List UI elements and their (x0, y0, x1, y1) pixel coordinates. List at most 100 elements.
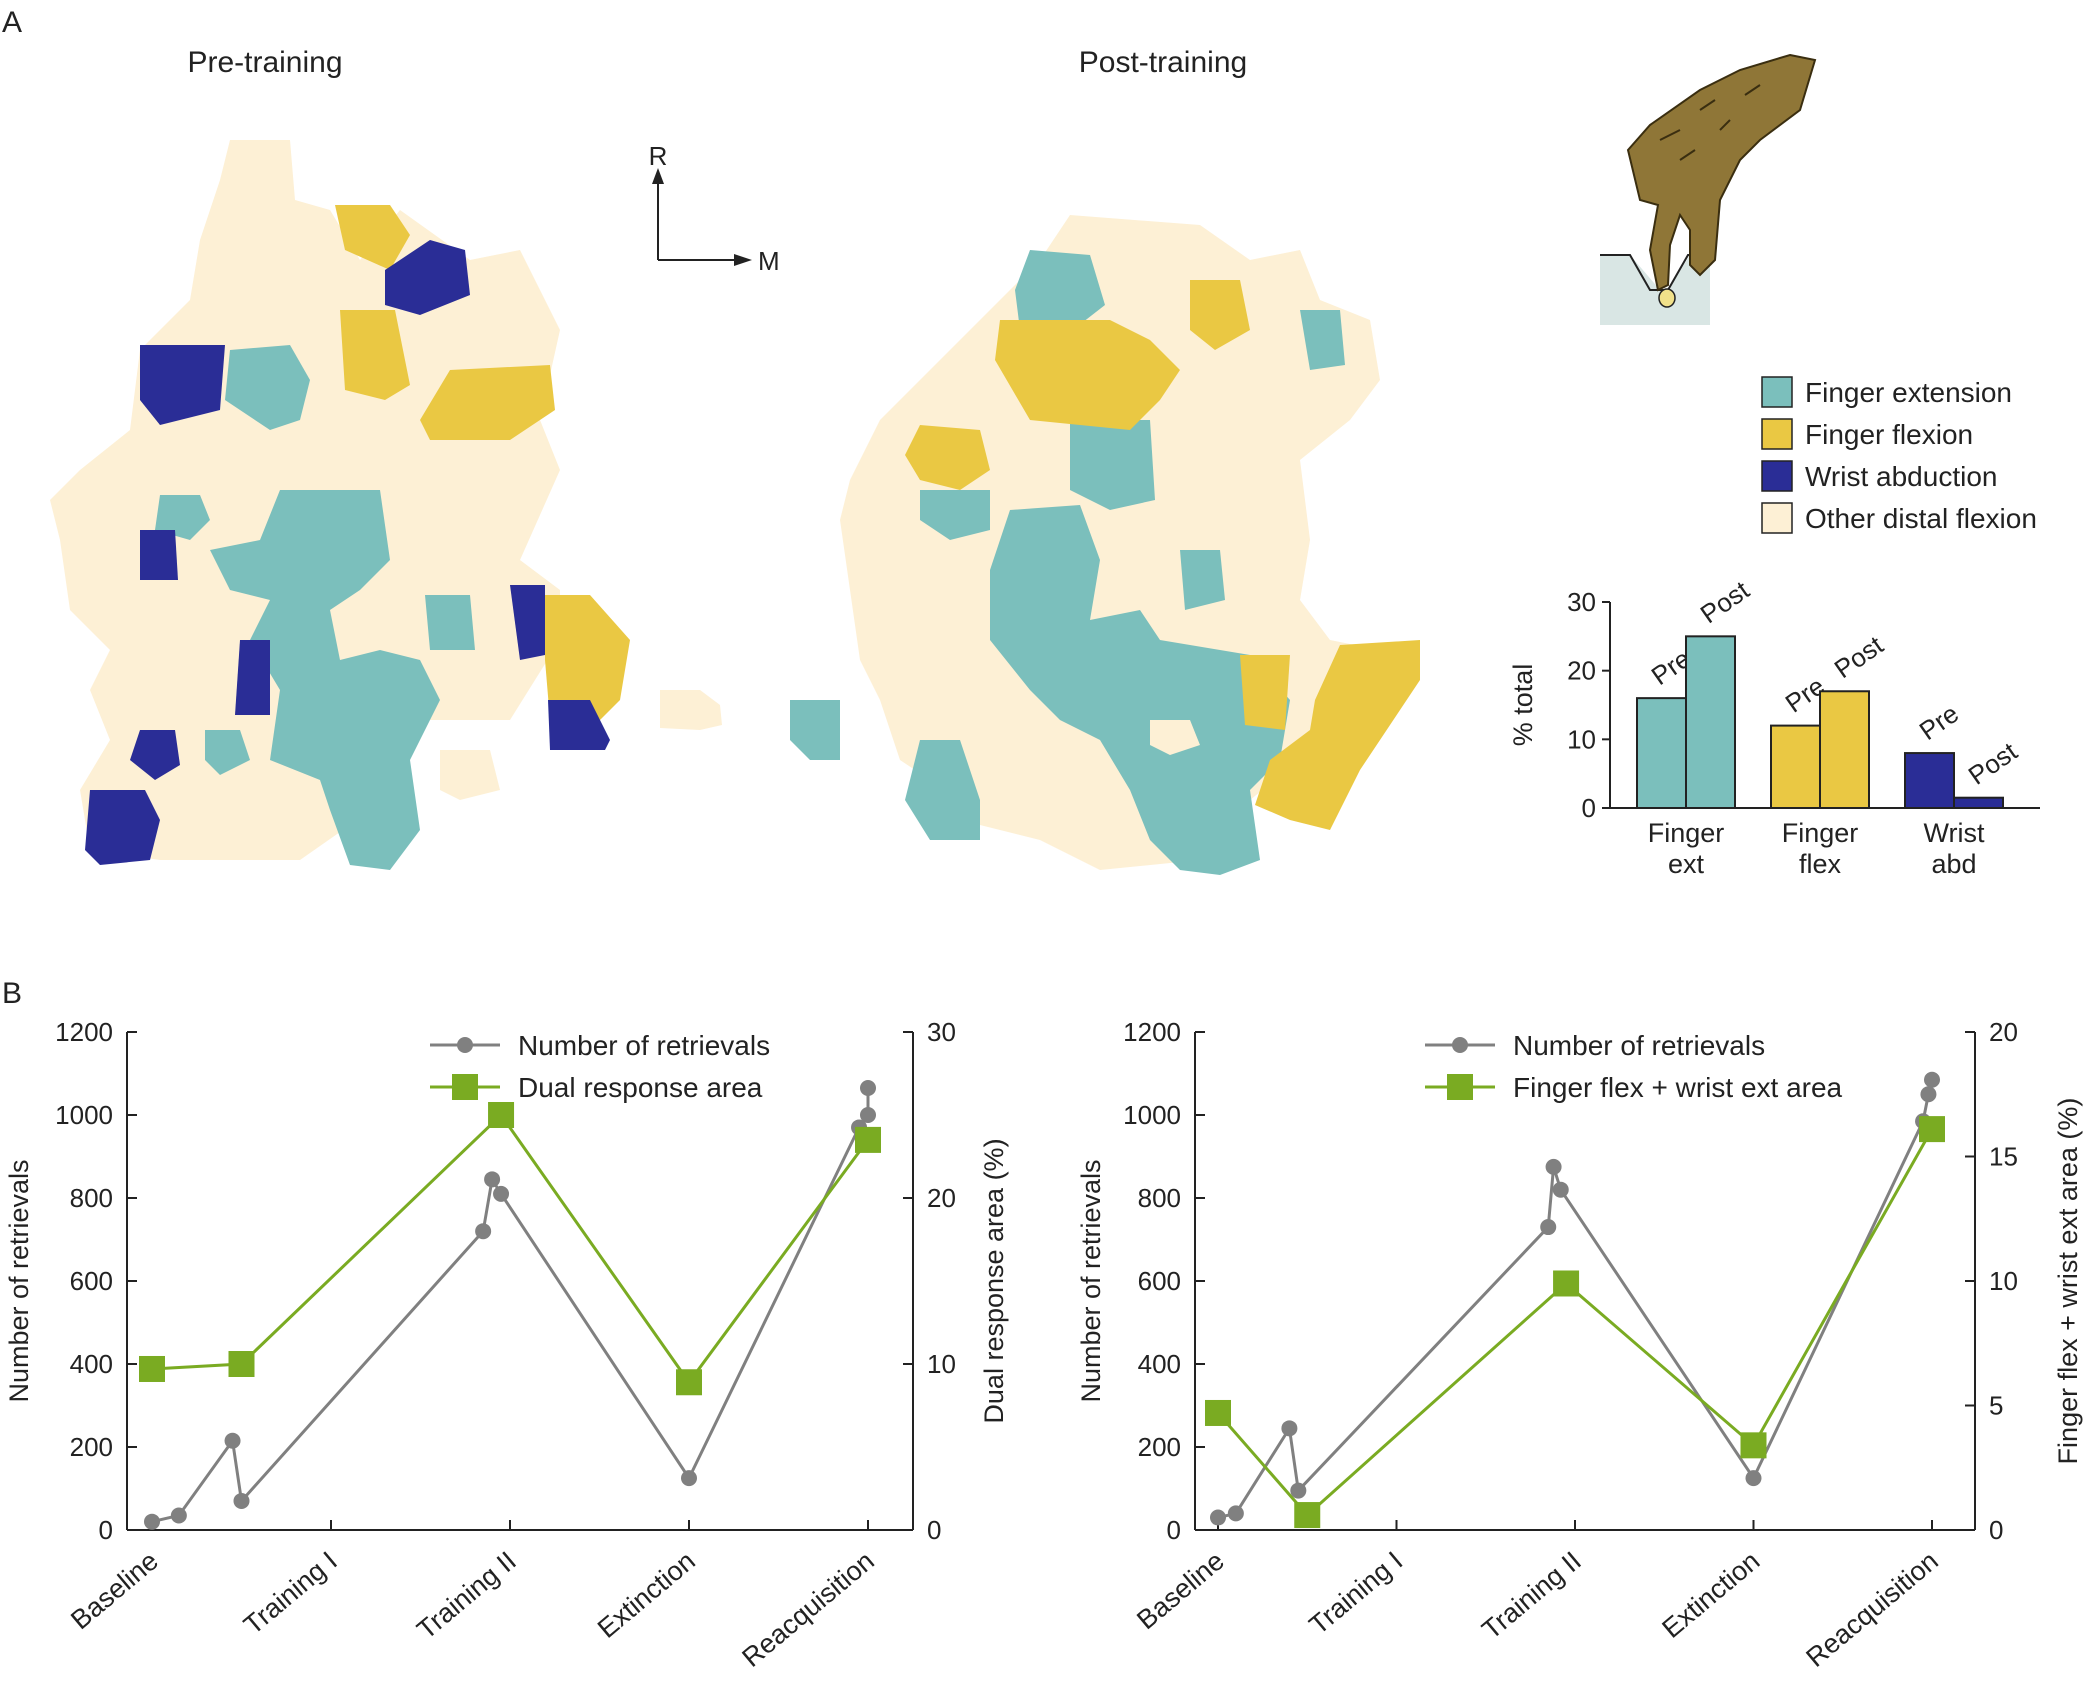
left-y-tick-label: 0 (1167, 1515, 1181, 1545)
right-y-axis-title: Dual response area (%) (979, 1138, 1009, 1423)
pre-finger-ext-region (155, 495, 210, 540)
medial-arrow-head (734, 254, 752, 266)
left-y-tick-label: 1200 (1123, 1017, 1181, 1047)
area-point (1919, 1116, 1945, 1143)
post-finger-ext-region (990, 505, 1290, 875)
monkey-hand-retrieving-pellet-icon (1600, 53, 1817, 325)
pre-finger-ext-region (210, 490, 440, 870)
post-other-distal-island (1150, 720, 1200, 755)
pre-training-title: Pre-training (187, 46, 342, 79)
area-point (1294, 1502, 1321, 1529)
left-y-tick-label: 200 (70, 1432, 113, 1462)
pre-training-map (50, 140, 722, 870)
retrievals-point (1227, 1505, 1244, 1522)
legend-swatch (1761, 460, 1793, 492)
pre-finger-ext-region (425, 595, 475, 650)
area-point (228, 1351, 255, 1377)
bar-category-label: flex (1799, 849, 1842, 879)
post-finger-flex-region (1240, 655, 1290, 730)
bar-category-label: Finger (1648, 818, 1725, 848)
area-point (1553, 1270, 1580, 1297)
pre-finger-ext-region (225, 345, 310, 430)
post-training-title: Post-training (1079, 46, 1247, 79)
x-category-label: Training I (238, 1546, 343, 1641)
legend-label: Other distal flexion (1805, 503, 2037, 534)
bar-y-tick-label: 30 (1567, 587, 1596, 617)
bar-label-post: Post (1695, 574, 1755, 629)
x-category-label: Reacquisition (1800, 1546, 1943, 1673)
finger-flex-wrist-ext-line-chart: 0 200 400 600 800 1000 1200 0 5 10 15 20 Number of r… (1076, 1017, 2083, 1673)
retrievals-point (860, 1080, 876, 1097)
right-y-tick-label: 10 (927, 1349, 956, 1379)
legend-label: Finger extension (1805, 377, 2012, 408)
bar-post (1819, 690, 1870, 809)
bar-label-post: Post (1963, 736, 2023, 791)
retrievals-point (1290, 1482, 1307, 1499)
left-y-tick-label: 600 (1138, 1266, 1181, 1296)
x-category-label: Extinction (592, 1546, 701, 1644)
pre-wrist-abd-region (85, 790, 160, 865)
retrievals-point (681, 1470, 697, 1487)
left-y-tick-label: 0 (99, 1515, 113, 1545)
retrievals-point (1540, 1219, 1557, 1236)
legend-area-marker (452, 1074, 478, 1100)
post-training-map (790, 215, 1420, 875)
legend-item-finger-extension: Finger extension (1761, 376, 2012, 408)
pre-wrist-abd-region (385, 240, 470, 315)
legend-label: Wrist abduction (1805, 461, 1997, 492)
legend-retrievals-marker (457, 1037, 473, 1053)
legend-swatch (1761, 418, 1793, 450)
post-finger-flex-region (1255, 640, 1420, 830)
legend-retrievals-marker (1452, 1037, 1468, 1053)
retrievals-series-line (1217, 1079, 1934, 1520)
legend-item-wrist-abduction: Wrist abduction (1761, 460, 1997, 492)
legend-retrievals-label: Number of retrievals (1513, 1030, 1765, 1061)
area-point (676, 1369, 702, 1396)
legend-label: Finger flexion (1805, 419, 1973, 450)
post-finger-flex-region (1190, 280, 1250, 350)
right-y-tick-label: 30 (927, 1017, 956, 1047)
post-finger-ext-region (1180, 550, 1225, 610)
monkey-hand (1626, 53, 1817, 292)
retrievals-point (493, 1185, 510, 1202)
post-finger-flex-region (905, 425, 990, 490)
pre-other-distal-island (440, 750, 500, 800)
food-pellet (1658, 288, 1676, 308)
post-finger-ext-region (1015, 250, 1105, 340)
area-point (855, 1126, 881, 1153)
legend-item-finger-flexion: Finger flexion (1761, 418, 1973, 450)
post-finger-ext-region (920, 490, 990, 540)
x-category-label: Training I (1304, 1546, 1409, 1641)
left-y-tick-label: 1000 (55, 1100, 113, 1130)
x-category-label: Training II (1476, 1546, 1586, 1646)
retrievals-point (144, 1513, 160, 1530)
left-y-tick-label: 200 (1138, 1432, 1181, 1462)
left-y-tick-label: 400 (1138, 1349, 1181, 1379)
pre-wrist-abd-region (140, 345, 225, 425)
right-y-tick-label: 20 (927, 1183, 956, 1213)
right-y-axis-title: Finger flex + wrist ext area (%) (2053, 1098, 2083, 1465)
bar-post (1953, 796, 2004, 810)
pre-finger-flex-region (420, 365, 555, 440)
bar-pre (1770, 724, 1821, 809)
retrievals-point (1745, 1470, 1762, 1487)
retrievals-point (1920, 1086, 1937, 1103)
pre-finger-flex-region (335, 205, 410, 270)
left-y-axis-title: Number of retrievals (1076, 1159, 1106, 1402)
area-series-line (151, 1112, 870, 1385)
panel-b-label: B (2, 977, 22, 1010)
pre-wrist-abd-region (510, 585, 545, 660)
post-finger-flex-region (995, 320, 1180, 430)
bar-category-label: abd (1931, 849, 1976, 879)
legend-swatch (1761, 376, 1793, 408)
rostral-arrow-head (652, 168, 664, 184)
bar-y-axis-title: % total (1508, 664, 1538, 747)
legend-area-label: Finger flex + wrist ext area (1513, 1072, 1843, 1103)
left-y-tick-label: 800 (70, 1183, 113, 1213)
retrievals-point (1210, 1509, 1226, 1526)
x-category-label: Baseline (65, 1546, 164, 1636)
retrievals-point (170, 1507, 187, 1524)
left-y-tick-label: 1200 (55, 1017, 113, 1047)
